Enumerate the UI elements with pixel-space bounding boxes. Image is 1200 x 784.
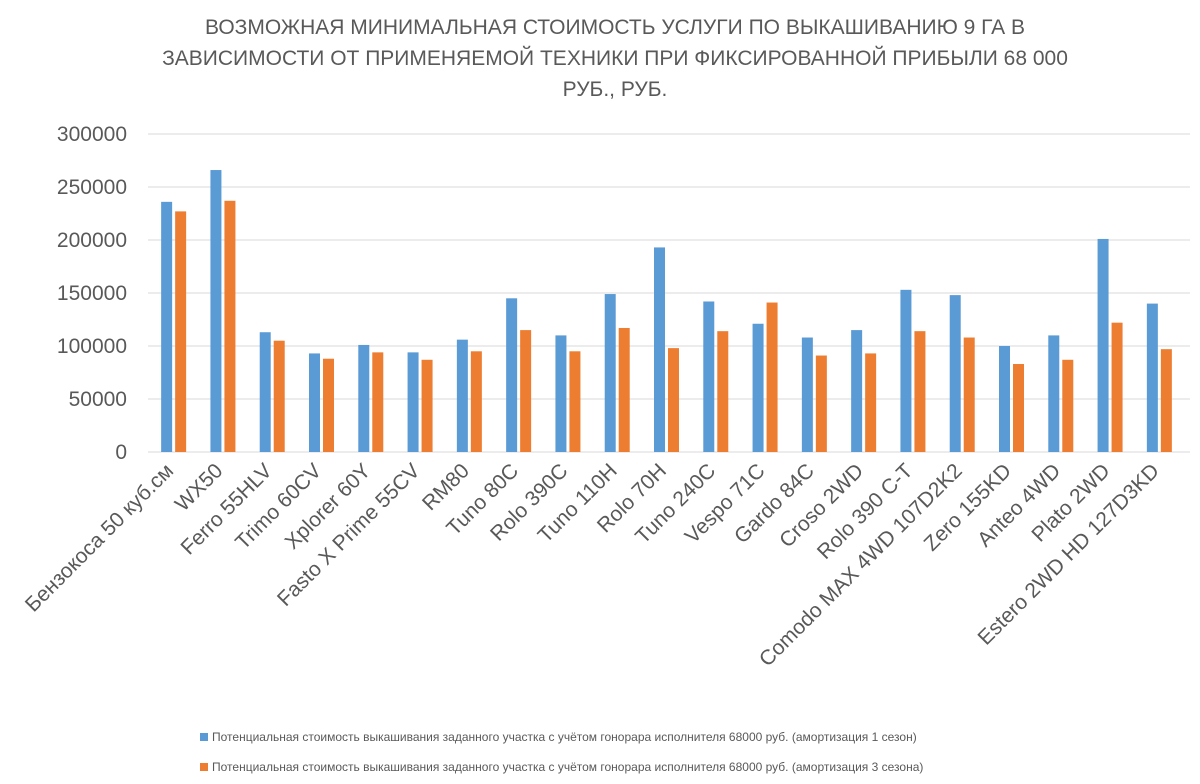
bar-series-2 bbox=[1160, 349, 1172, 452]
chart-title: ВОЗМОЖНАЯ МИНИМАЛЬНАЯ СТОИМОСТЬ УСЛУГИ П… bbox=[162, 16, 1068, 101]
y-tick-label: 250000 bbox=[57, 176, 127, 199]
bar-series-2 bbox=[717, 331, 729, 452]
bar-series-1 bbox=[999, 346, 1010, 452]
bar-series-1 bbox=[703, 301, 715, 452]
bar-series-2 bbox=[766, 302, 778, 452]
legend-label-series-1: Потенциальная стоимость выкашивания зада… bbox=[212, 730, 917, 744]
bar-series-2 bbox=[618, 327, 630, 452]
bar-series-1 bbox=[259, 332, 271, 452]
y-tick-label: 200000 bbox=[57, 229, 127, 252]
bar-series-1 bbox=[1097, 238, 1109, 452]
bar-series-1 bbox=[210, 170, 222, 453]
bar-series-2 bbox=[914, 331, 926, 452]
bar-series-1 bbox=[161, 201, 173, 452]
bar-series-2 bbox=[372, 352, 384, 452]
legend-item-1: Потенциальная стоимость выкашивания зада… bbox=[200, 722, 923, 752]
bar-series-2 bbox=[963, 337, 975, 452]
legend-swatch-series-1 bbox=[200, 733, 208, 741]
bar-series-2 bbox=[273, 340, 285, 452]
bar-series-1 bbox=[604, 294, 616, 452]
bar-series-1 bbox=[506, 298, 518, 452]
legend-swatch-series-2 bbox=[200, 763, 208, 771]
bar-series-2 bbox=[569, 351, 581, 452]
bar-series-1 bbox=[949, 295, 961, 452]
bar-series-1 bbox=[1146, 303, 1158, 452]
bar-series-1 bbox=[555, 335, 567, 452]
bar-series-2 bbox=[323, 358, 334, 452]
bar-series-2 bbox=[865, 353, 877, 452]
bar-series-2 bbox=[520, 330, 532, 452]
bar-series-1 bbox=[1048, 335, 1060, 452]
bar-series-1 bbox=[358, 344, 370, 452]
bar-series-1 bbox=[752, 323, 764, 452]
legend-label-series-2: Потенциальная стоимость выкашивания зада… bbox=[212, 760, 924, 774]
bar-series-2 bbox=[175, 211, 187, 452]
bar-series-2 bbox=[224, 200, 236, 452]
bar-series-1 bbox=[654, 247, 665, 452]
y-tick-label: 0 bbox=[115, 441, 127, 464]
bar-series-1 bbox=[900, 289, 912, 452]
bar-series-2 bbox=[470, 351, 482, 452]
bar-series-2 bbox=[1013, 364, 1024, 452]
legend: Потенциальная стоимость выкашивания зада… bbox=[200, 722, 923, 782]
bar-series-1 bbox=[407, 352, 419, 452]
bar-series-1 bbox=[801, 337, 813, 452]
bar-series-1 bbox=[851, 330, 863, 452]
y-tick-label: 150000 bbox=[57, 282, 127, 305]
bar-series-2 bbox=[668, 348, 679, 452]
y-tick-label: 100000 bbox=[57, 335, 127, 358]
bar-series-2 bbox=[1062, 359, 1074, 452]
bar-series-1 bbox=[456, 339, 468, 452]
legend-item-2: Потенциальная стоимость выкашивания зада… bbox=[200, 752, 923, 782]
y-tick-label: 300000 bbox=[57, 123, 127, 146]
bar-series-2 bbox=[421, 359, 433, 452]
bar-series-2 bbox=[815, 355, 827, 452]
bar-series-1 bbox=[309, 353, 320, 452]
y-tick-label: 50000 bbox=[69, 388, 127, 411]
x-tick-label: Бензокоса 50 куб.см bbox=[21, 459, 178, 616]
bar-series-2 bbox=[1111, 322, 1123, 452]
